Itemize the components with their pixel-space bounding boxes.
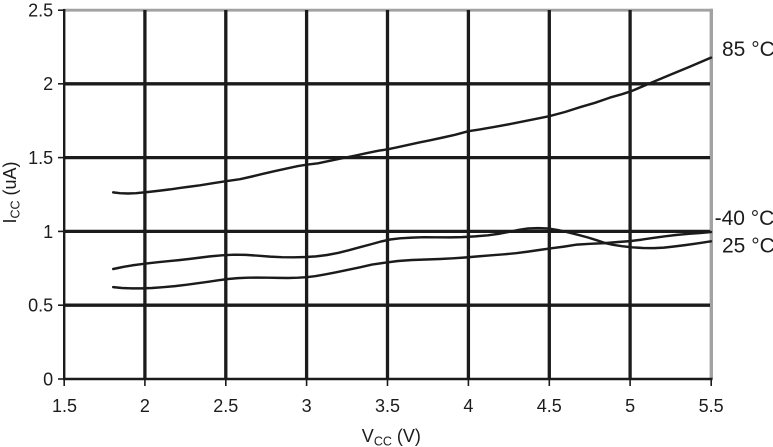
svg-text:0: 0 <box>43 369 53 389</box>
svg-text:2.5: 2.5 <box>213 396 238 416</box>
svg-text:2.5: 2.5 <box>28 1 53 21</box>
svg-text:1.5: 1.5 <box>28 148 53 168</box>
svg-text:ICC (uA): ICC (uA) <box>0 161 22 223</box>
svg-text:85 °C: 85 °C <box>722 38 773 61</box>
svg-text:4: 4 <box>463 396 473 416</box>
svg-text:3: 3 <box>302 396 312 416</box>
svg-text:2: 2 <box>140 396 150 416</box>
svg-text:2: 2 <box>43 74 53 94</box>
svg-text:1.5: 1.5 <box>52 396 77 416</box>
svg-text:5: 5 <box>625 396 635 416</box>
svg-text:5.5: 5.5 <box>699 396 724 416</box>
svg-text:25 °C: 25 °C <box>722 235 773 258</box>
svg-text:4.5: 4.5 <box>537 396 562 416</box>
svg-text:VCC (V): VCC (V) <box>362 426 421 447</box>
svg-text:0.5: 0.5 <box>28 296 53 316</box>
svg-text:1: 1 <box>43 222 53 242</box>
svg-text:-40 °C: -40 °C <box>715 207 773 230</box>
svg-text:3.5: 3.5 <box>375 396 400 416</box>
